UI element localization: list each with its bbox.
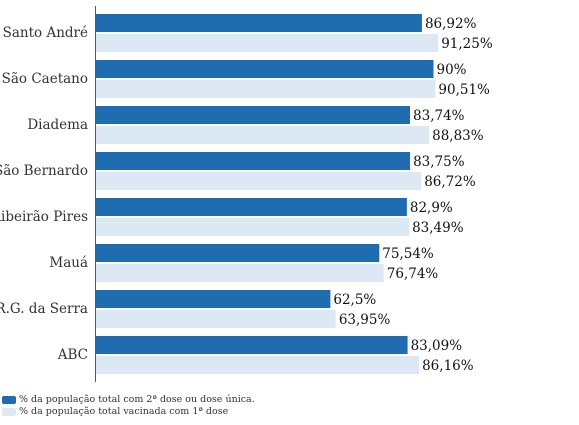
value-label-dose2: 83,74% — [413, 108, 465, 124]
bar-dose1 — [96, 80, 436, 98]
bar-dose2 — [96, 198, 407, 216]
legend: % da população total com 2ª dose ou dose… — [2, 394, 255, 418]
legend-swatch-dose1 — [2, 408, 16, 416]
bar-dose2 — [96, 336, 408, 354]
category-label: Diadema — [27, 117, 88, 133]
value-label-dose1: 90,51% — [438, 82, 490, 98]
value-label-dose1: 88,83% — [432, 128, 484, 144]
labels-group: Santo André 86,92% 91,25% São Caetano 90% 90,… — [0, 16, 493, 374]
bars-group — [96, 14, 439, 374]
category-label: ABC — [57, 347, 88, 363]
legend-swatch-dose2 — [2, 396, 16, 404]
legend-item-dose1: % da população total vacinada com 1ª dos… — [2, 406, 255, 418]
legend-label-dose1: % da população total vacinada com 1ª dos… — [19, 406, 229, 417]
category-label: Ribeirão Pires — [0, 209, 88, 225]
value-label-dose2: 83,09% — [411, 338, 463, 354]
value-label-dose2: 83,75% — [413, 154, 465, 170]
bar-dose1 — [96, 218, 410, 236]
legend-item-dose2: % da população total com 2ª dose ou dose… — [2, 394, 255, 406]
value-label-dose2: 82,9% — [410, 200, 453, 216]
category-label: São Bernardo — [0, 163, 88, 179]
bar-dose2 — [96, 106, 411, 124]
bar-dose2 — [96, 14, 422, 32]
bar-dose2 — [96, 244, 380, 262]
value-label-dose1: 76,74% — [387, 266, 439, 282]
value-label-dose1: 86,16% — [422, 358, 474, 374]
bar-dose2 — [96, 152, 411, 170]
value-label-dose2: 86,92% — [425, 16, 477, 32]
bar-dose1 — [96, 356, 420, 374]
bar-dose1 — [96, 310, 336, 328]
bar-dose1 — [96, 172, 422, 190]
bar-dose1 — [96, 126, 430, 144]
category-label: São Caetano — [2, 71, 88, 87]
category-label: R.G. da Serra — [0, 301, 88, 317]
value-label-dose1: 83,49% — [412, 220, 464, 236]
value-label-dose1: 91,25% — [441, 36, 493, 52]
value-label-dose1: 86,72% — [424, 174, 476, 190]
value-label-dose2: 75,54% — [382, 246, 434, 262]
value-label-dose2: 90% — [437, 62, 467, 78]
bar-dose2 — [96, 60, 434, 78]
value-label-dose1: 63,95% — [339, 312, 391, 328]
value-label-dose2: 62,5% — [333, 292, 376, 308]
category-label: Santo André — [3, 25, 88, 41]
bar-dose1 — [96, 34, 439, 52]
category-label: Mauá — [49, 255, 88, 271]
bar-dose1 — [96, 264, 384, 282]
legend-label-dose2: % da população total com 2ª dose ou dose… — [19, 394, 255, 405]
bar-dose2 — [96, 290, 331, 308]
